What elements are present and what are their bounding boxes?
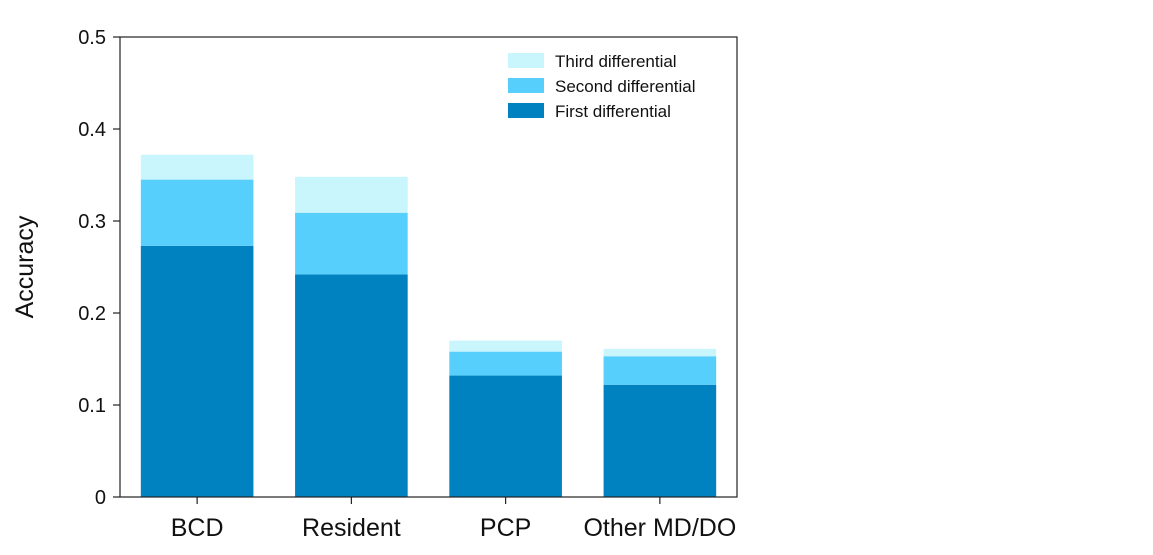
bar-resident-first-differential (295, 274, 408, 497)
x-tick-label-other-md-do: Other MD/DO (583, 514, 736, 542)
y-axis-label: Accuracy (11, 215, 39, 318)
axes-group: 0 0.1 0.2 0.3 0.4 0.5 BCD Resident PCP Other MD/D… (78, 27, 738, 542)
y-tick-label: 0 (95, 487, 106, 509)
legend-swatch-first-differential (508, 103, 544, 118)
y-tick-label: 0.1 (78, 395, 106, 417)
bar-pcp-third-differential (449, 340, 562, 352)
legend-label-first-differential: First differential (555, 102, 671, 121)
bar-resident-second-differential (295, 212, 408, 275)
y-tick-label: 0.5 (78, 27, 106, 49)
plot-frame (119, 36, 738, 498)
bar-pcp-second-differential (449, 351, 562, 376)
bar-bcd-third-differential (140, 154, 254, 180)
legend-swatch-third-differential (508, 53, 544, 68)
legend-label-second-differential: Second differential (555, 77, 696, 96)
legend-label-third-differential: Third differential (555, 52, 677, 71)
x-tick-label-bcd: BCD (171, 514, 224, 542)
bar-other-md-do-second-differential (603, 356, 717, 385)
legend-swatch-second-differential (508, 78, 544, 93)
y-tick-label: 0.3 (78, 211, 106, 233)
x-tick-label-resident: Resident (302, 514, 401, 542)
legend: Third differential Second differential Fir… (508, 52, 696, 121)
bar-resident-third-differential (295, 176, 408, 213)
bar-bcd-second-differential (140, 179, 254, 246)
bar-other-md-do-first-differential (603, 384, 717, 497)
bar-pcp-first-differential (449, 375, 562, 497)
bar-bcd-first-differential (140, 245, 254, 497)
bar-other-md-do-third-differential (603, 348, 717, 357)
y-tick-label: 0.2 (78, 303, 106, 325)
bars-group (140, 154, 717, 497)
y-tick-label: 0.4 (78, 119, 106, 141)
x-tick-label-pcp: PCP (480, 514, 531, 542)
